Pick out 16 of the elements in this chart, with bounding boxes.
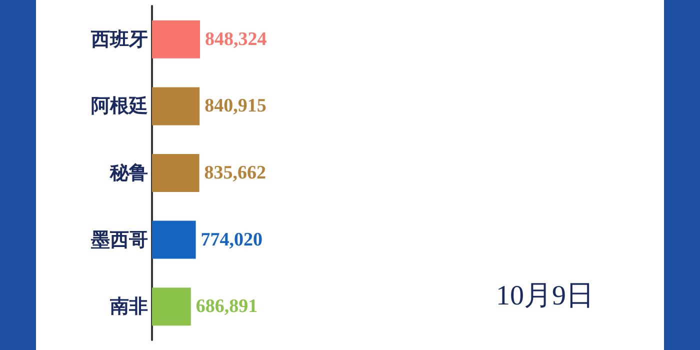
bar — [152, 87, 200, 126]
bar — [152, 20, 200, 58]
y-tick-label: 阿根廷 — [91, 95, 148, 118]
text: 10月9日 — [496, 280, 594, 312]
data-label: 774,020 — [200, 229, 263, 250]
data-label: 840,915 — [204, 96, 266, 117]
data-label: 686,891 — [196, 296, 258, 318]
y-tick-label: 南非 — [109, 296, 148, 318]
y-tick-label: 墨西哥 — [90, 228, 148, 251]
data-label: 835,662 — [204, 162, 266, 184]
bar — [152, 220, 196, 259]
bar — [152, 154, 200, 192]
y-tick-label: 西班牙 — [90, 28, 148, 50]
data-label: 848,324 — [205, 28, 268, 50]
y-tick-label: 秘鲁 — [109, 162, 148, 184]
bar — [152, 288, 191, 326]
